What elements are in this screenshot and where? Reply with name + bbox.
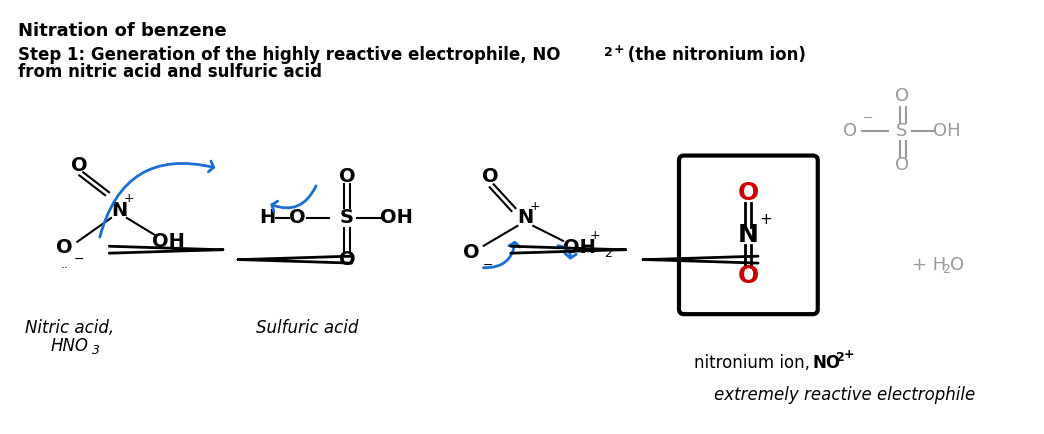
Text: 2: 2	[835, 351, 845, 364]
Text: O: O	[289, 208, 306, 227]
Text: O: O	[462, 243, 479, 262]
Text: N: N	[738, 223, 759, 247]
Text: N: N	[111, 201, 127, 220]
Text: N: N	[517, 208, 533, 227]
Text: from nitric acid and sulfuric acid: from nitric acid and sulfuric acid	[18, 63, 322, 81]
Text: OH: OH	[932, 122, 960, 140]
Text: 2: 2	[603, 46, 613, 59]
Text: O: O	[56, 238, 73, 257]
Text: +: +	[844, 348, 854, 361]
Text: −: −	[482, 259, 493, 272]
Text: Sulfuric acid: Sulfuric acid	[256, 319, 358, 337]
Text: OH: OH	[152, 232, 185, 251]
Text: O: O	[338, 167, 355, 186]
Text: ..: ..	[61, 258, 69, 271]
Text: O: O	[482, 167, 499, 186]
Text: 3: 3	[92, 344, 100, 357]
Text: + H: + H	[911, 256, 946, 273]
Text: S: S	[897, 122, 907, 140]
Text: (the nitronium ion): (the nitronium ion)	[622, 46, 806, 63]
Text: Nitric acid,: Nitric acid,	[25, 319, 114, 337]
Text: nitronium ion,: nitronium ion,	[694, 354, 815, 372]
FancyBboxPatch shape	[679, 155, 817, 314]
Text: −: −	[74, 253, 85, 266]
Text: +: +	[590, 229, 600, 242]
Text: O: O	[338, 250, 355, 269]
Text: +: +	[123, 192, 135, 205]
Text: O: O	[895, 87, 909, 105]
Text: extremely reactive electrophile: extremely reactive electrophile	[714, 387, 975, 404]
Text: 2: 2	[942, 263, 950, 276]
Text: 2: 2	[603, 247, 612, 260]
Text: +: +	[614, 43, 624, 56]
Text: O: O	[738, 264, 759, 289]
Text: −: −	[863, 112, 874, 125]
Text: Nitration of benzene: Nitration of benzene	[18, 22, 227, 40]
Text: OH: OH	[380, 208, 413, 227]
Text: OH: OH	[564, 238, 596, 257]
Text: O: O	[738, 181, 759, 205]
Text: +: +	[530, 200, 541, 213]
Text: O: O	[844, 122, 857, 140]
Text: O: O	[71, 156, 88, 175]
Text: +: +	[760, 213, 773, 227]
Text: O: O	[950, 256, 964, 273]
Text: H: H	[260, 208, 276, 227]
Text: Step 1: Generation of the highly reactive electrophile, NO: Step 1: Generation of the highly reactiv…	[18, 46, 561, 63]
Text: HNO: HNO	[50, 337, 89, 355]
Text: S: S	[340, 208, 354, 227]
Text: NO: NO	[813, 354, 840, 372]
Text: O: O	[895, 156, 909, 174]
